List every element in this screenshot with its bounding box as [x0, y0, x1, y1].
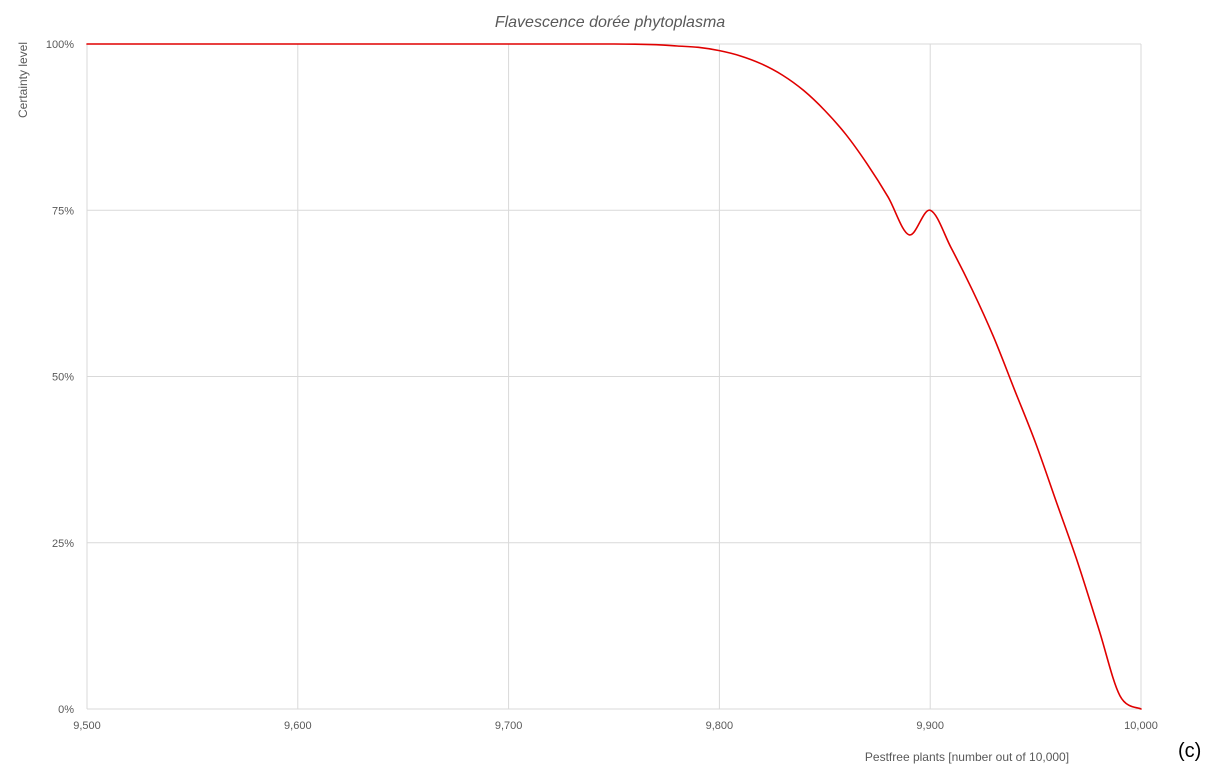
x-tick-label: 9,700 [495, 720, 523, 732]
x-axis-title: Pestfree plants [number out of 10,000] [865, 750, 1069, 764]
y-tick-label: 25% [52, 538, 74, 550]
y-tick-label: 0% [58, 704, 74, 716]
x-tick-labels: 9,500 9,600 9,700 9,800 9,900 10,000 [73, 720, 1158, 732]
x-tick-label: 9,800 [706, 720, 734, 732]
x-tick-label: 10,000 [1124, 720, 1158, 732]
gridlines [86, 43, 1142, 710]
x-tick-label: 9,500 [73, 720, 101, 732]
y-tick-labels: 0% 25% 50% 75% 100% [46, 39, 74, 716]
y-tick-label: 100% [46, 39, 74, 51]
y-tick-label: 75% [52, 205, 74, 217]
x-tick-label: 9,900 [916, 720, 944, 732]
panel-label: (c) [1178, 740, 1201, 762]
certainty-series-line [86, 43, 1142, 710]
x-tick-label: 9,600 [284, 720, 312, 732]
y-axis-title: Certainty level [16, 42, 30, 118]
series-layer [86, 43, 1142, 710]
y-tick-label: 50% [52, 372, 74, 384]
chart-title: Flavescence dorée phytoplasma [495, 14, 725, 31]
